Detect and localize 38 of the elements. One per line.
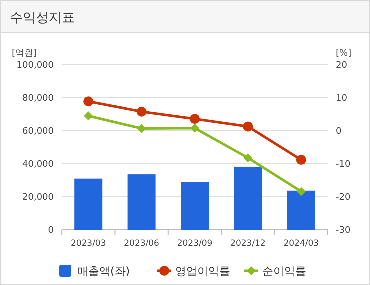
x-tick-label: 2023/03 <box>70 239 106 249</box>
point <box>243 122 254 132</box>
y2-tick-label: -30 <box>336 226 351 236</box>
legend-label: 매출액(좌) <box>78 265 130 278</box>
point <box>296 187 306 196</box>
bar <box>128 174 156 230</box>
x-tick-label: 2023/12 <box>230 239 266 249</box>
x-tick-label: 2024/03 <box>284 239 320 249</box>
y2-tick-label: 0 <box>336 127 342 137</box>
point <box>136 106 147 117</box>
legend-label: 순이익률 <box>262 265 306 278</box>
point <box>244 154 253 163</box>
chart-title: 수익성지표 <box>10 11 75 26</box>
bar <box>287 190 316 230</box>
y2-tick-label: 20 <box>336 61 348 71</box>
y-tick-label: 60,000 <box>22 127 54 137</box>
legend-label: 영업이익률 <box>176 265 230 278</box>
bar <box>181 182 209 230</box>
y-tick-label: 20,000 <box>22 193 54 203</box>
y-tick-label: 40,000 <box>22 160 54 170</box>
point <box>84 112 94 121</box>
y-axis-title: [억원] <box>12 49 38 59</box>
point <box>84 96 94 107</box>
y2-tick-label: -20 <box>336 193 351 203</box>
point <box>296 155 306 166</box>
point <box>190 124 200 133</box>
point <box>190 114 200 124</box>
y2-axis-title: [%] <box>336 49 352 59</box>
bar <box>234 166 262 230</box>
y2-tick-label: 10 <box>336 94 348 104</box>
x-tick-label: 2023/06 <box>124 239 160 249</box>
y-tick-label: 100,000 <box>16 61 54 71</box>
point <box>137 124 146 134</box>
y-tick-label: 0 <box>48 226 54 236</box>
y2-tick-label: -10 <box>336 160 351 170</box>
x-tick-label: 2023/09 <box>177 239 213 249</box>
bar <box>74 178 103 230</box>
y-tick-label: 80,000 <box>22 94 54 104</box>
